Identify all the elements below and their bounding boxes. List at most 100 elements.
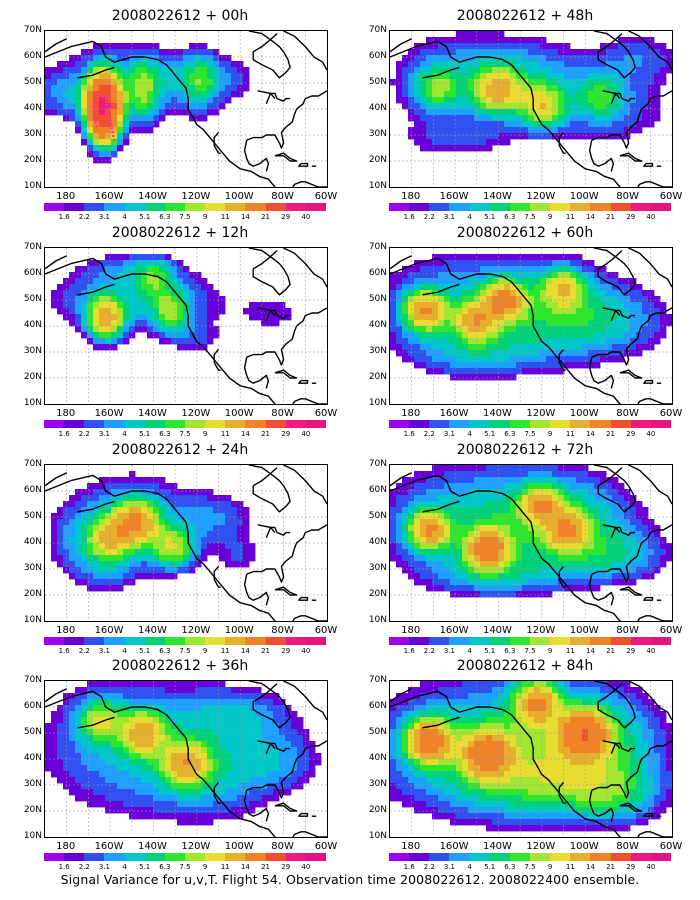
variance-cell — [480, 79, 487, 86]
variance-cell — [498, 555, 505, 562]
variance-cell — [273, 753, 280, 760]
variance-cell — [570, 103, 577, 110]
variance-cell — [504, 344, 511, 351]
variance-cell — [630, 573, 637, 580]
variance-cell — [249, 687, 256, 694]
variance-cell — [390, 344, 397, 351]
variance-cell — [201, 531, 208, 538]
variance-cell — [147, 681, 154, 688]
variance-cell — [510, 477, 517, 484]
variance-cell — [165, 555, 172, 562]
variance-cell — [552, 465, 559, 472]
colorbar-label: 6.3 — [159, 647, 171, 655]
variance-cell — [474, 567, 481, 574]
variance-cell — [93, 320, 100, 327]
variance-cell — [123, 97, 130, 104]
variance-cell — [426, 43, 433, 50]
variance-cell — [558, 61, 565, 68]
variance-cell — [600, 266, 607, 273]
variance-cell — [582, 573, 589, 580]
variance-cell — [255, 753, 262, 760]
variance-cell — [231, 525, 238, 532]
variance-cell — [195, 296, 202, 303]
variance-cell — [468, 127, 475, 134]
variance-cell — [474, 97, 481, 104]
variance-cell — [618, 97, 625, 104]
variance-cell — [450, 549, 457, 556]
variance-cell — [195, 777, 202, 784]
variance-cell — [540, 284, 547, 291]
variance-cell — [135, 741, 142, 748]
variance-cell — [183, 67, 190, 74]
variance-cell — [183, 717, 190, 724]
variance-cell — [87, 61, 94, 68]
variance-cell — [123, 115, 130, 122]
variance-cell — [255, 771, 262, 778]
variance-cell — [600, 43, 607, 50]
variance-cell — [171, 55, 178, 62]
variance-cell — [129, 320, 136, 327]
variance-cell — [606, 302, 613, 309]
variance-cell — [165, 783, 172, 790]
variance-cell — [273, 735, 280, 742]
variance-cell — [159, 91, 166, 98]
variance-cell — [99, 326, 106, 333]
variance-cell — [564, 465, 571, 472]
variance-cell — [534, 561, 541, 568]
variance-cell — [69, 513, 76, 520]
variance-cell — [414, 67, 421, 74]
variance-cell — [504, 79, 511, 86]
variance-cell — [486, 302, 493, 309]
variance-cell — [165, 549, 172, 556]
coastline-segment — [246, 307, 327, 366]
variance-cell — [528, 507, 535, 514]
variance-cell — [213, 326, 220, 333]
variance-cell — [540, 67, 547, 74]
variance-cell — [648, 67, 655, 74]
variance-cell — [516, 362, 523, 369]
variance-cell — [636, 109, 643, 116]
variance-cell — [195, 302, 202, 309]
variance-cell — [414, 139, 421, 146]
variance-cell — [171, 681, 178, 688]
variance-cell — [618, 531, 625, 538]
variance-cell — [153, 513, 160, 520]
variance-cell — [69, 717, 76, 724]
colorbar-label: 3.1 — [98, 213, 110, 221]
colorbar-label: 5.1 — [139, 213, 151, 221]
variance-cell — [111, 109, 118, 116]
variance-cell — [516, 495, 523, 502]
variance-cell — [225, 85, 232, 92]
variance-cell — [159, 308, 166, 315]
variance-cell — [75, 711, 82, 718]
variance-cell — [618, 49, 625, 56]
variance-cell — [498, 591, 505, 598]
variance-cell — [141, 483, 148, 490]
variance-cell — [390, 284, 397, 291]
variance-cell — [612, 67, 619, 74]
variance-cell — [432, 350, 439, 357]
variance-cell — [432, 272, 439, 279]
variance-cell — [624, 85, 631, 92]
variance-cell — [498, 121, 505, 128]
variance-cell — [624, 579, 631, 586]
variance-cell — [624, 115, 631, 122]
colorbar — [44, 420, 326, 428]
variance-cell — [99, 735, 106, 742]
variance-cell — [552, 561, 559, 568]
variance-cell — [486, 561, 493, 568]
variance-cell — [558, 73, 565, 80]
variance-cell — [462, 543, 469, 550]
variance-cell — [261, 741, 268, 748]
variance-cell — [438, 103, 445, 110]
variance-cell — [267, 747, 274, 754]
variance-cell — [45, 723, 52, 730]
variance-cell — [552, 278, 559, 285]
variance-cell — [81, 759, 88, 766]
variance-cell — [111, 741, 118, 748]
variance-cell — [498, 537, 505, 544]
variance-cell — [129, 783, 136, 790]
variance-cell — [636, 513, 643, 520]
variance-cell — [444, 260, 451, 267]
variance-cell — [129, 326, 136, 333]
